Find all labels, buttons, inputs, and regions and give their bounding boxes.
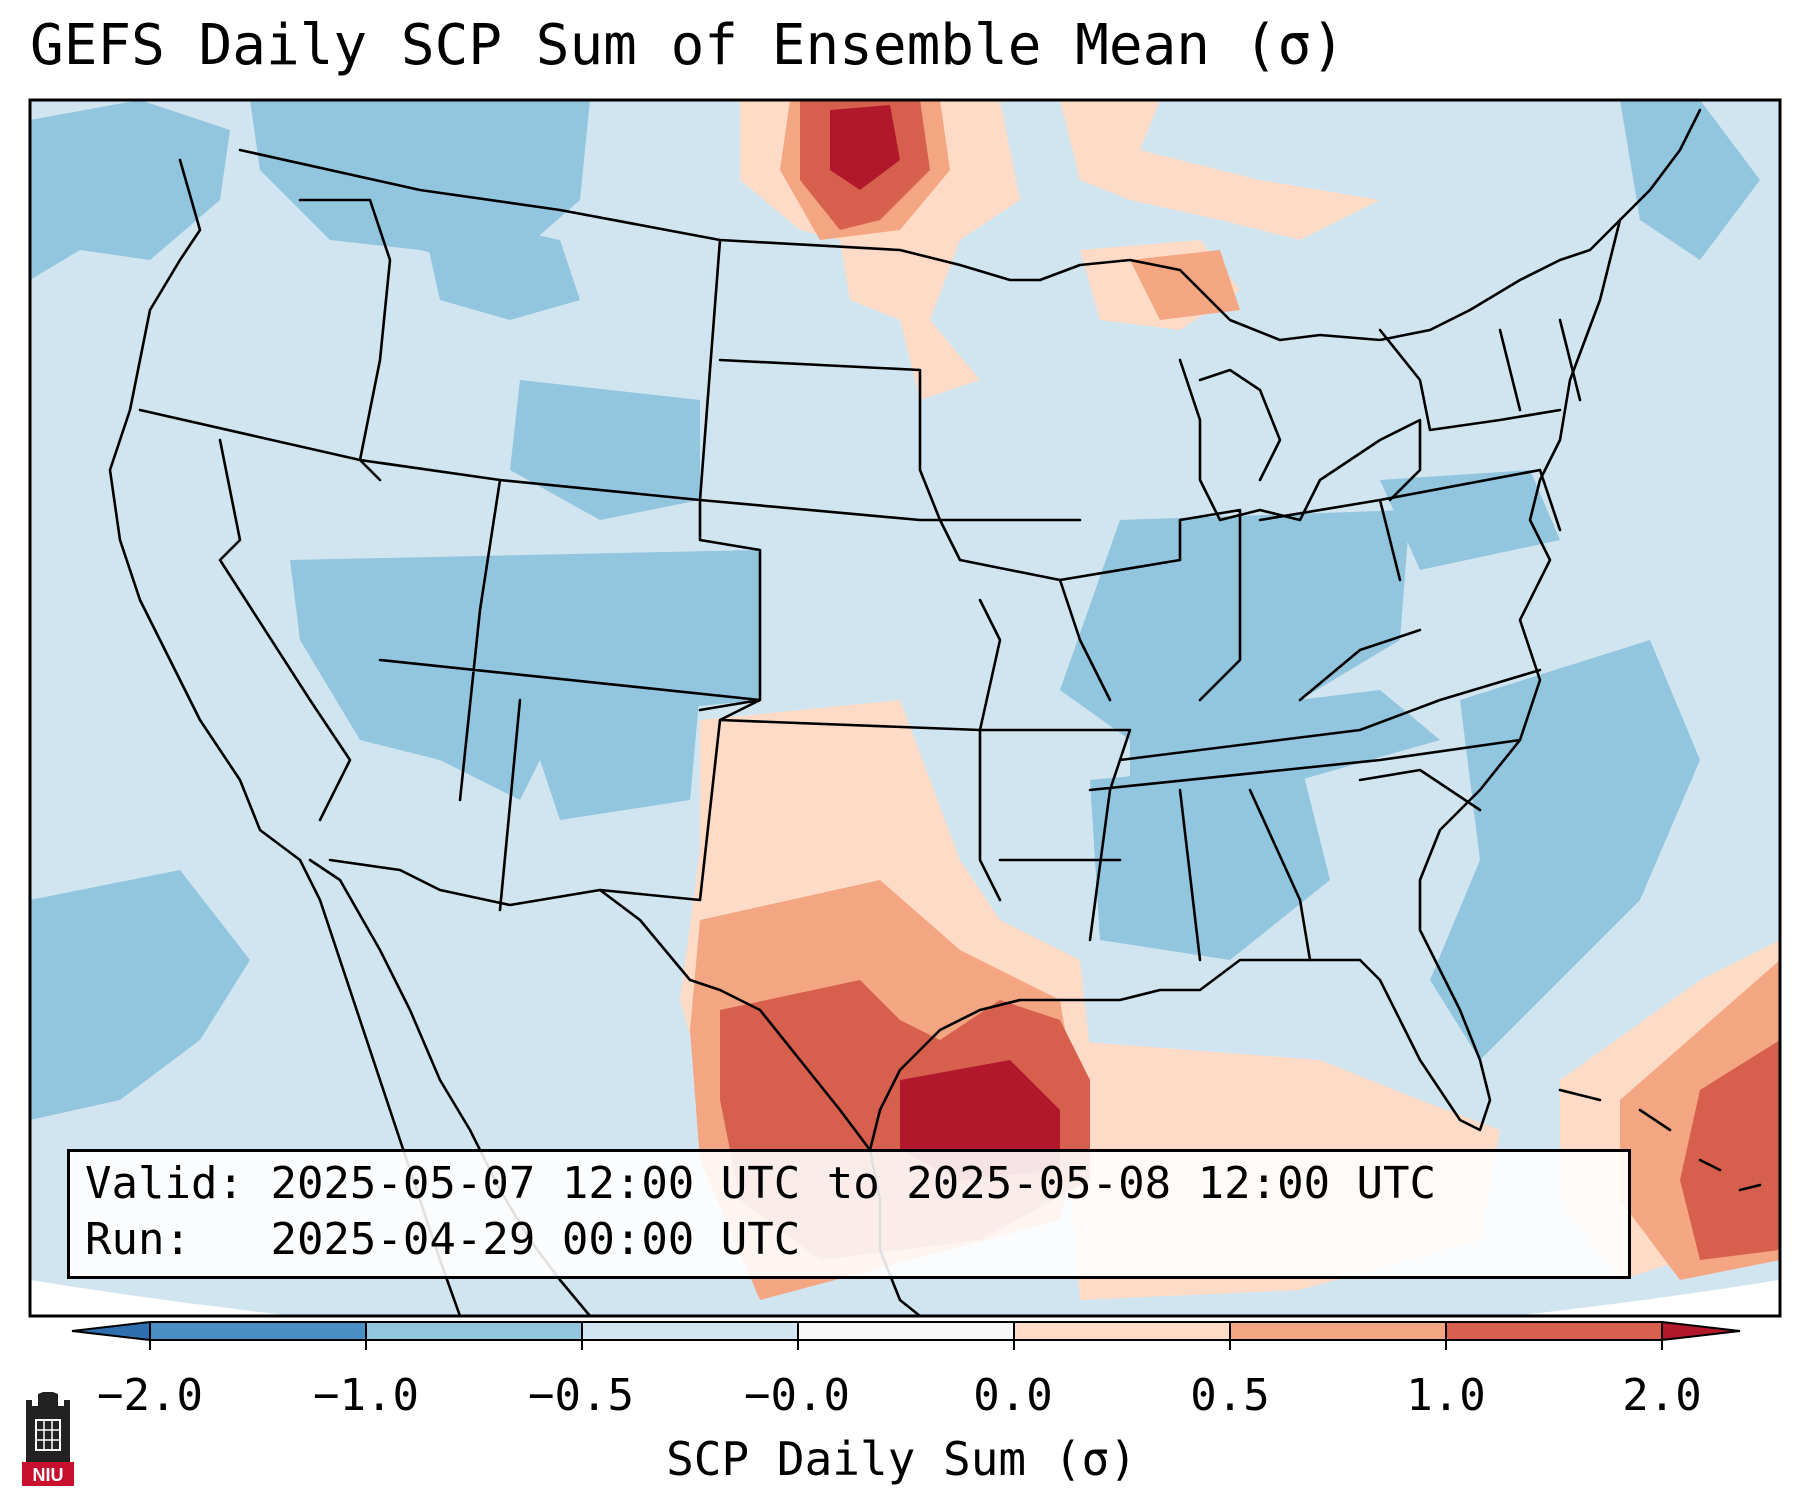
peach-region-ontario	[1060, 100, 1380, 240]
darkred-region-canada	[830, 105, 900, 190]
logo-grid-lines	[36, 1420, 60, 1450]
west-coastline	[108, 158, 462, 1316]
blue-region-montana	[420, 210, 580, 320]
logo-window-grid	[35, 1419, 61, 1451]
blue-region-north-atlantic	[1620, 100, 1760, 260]
map-frame	[28, 98, 1782, 1318]
colorbar-tick-label: 1.0	[1406, 1370, 1486, 1421]
map-title: GEFS Daily SCP Sum of Ensemble Mean (σ)	[30, 13, 1345, 78]
blue-region-atlantic	[1430, 640, 1700, 1060]
blue-region-northwest	[30, 100, 230, 280]
logo-castle-shape	[26, 1392, 70, 1462]
blue-region-wa-id	[250, 100, 590, 270]
us-mexico-border	[328, 858, 872, 1152]
state-lines	[138, 198, 1582, 962]
colorbar-tick-label: −0.0	[744, 1370, 850, 1421]
canada-border-east	[1038, 108, 1702, 342]
niu-logo: NIU	[22, 1392, 74, 1486]
canada-border-west	[238, 148, 1042, 282]
projection-edge	[30, 1280, 1780, 1316]
valid-run-box: Valid: 2025-05-07 12:00 UTC to 2025-05-0…	[67, 1149, 1631, 1279]
colorbar-tick-label: −1.0	[313, 1370, 419, 1421]
run-label: Run:	[85, 1214, 191, 1265]
logo-text: NIU	[33, 1465, 64, 1485]
colorbar-tick-label: 0.5	[1190, 1370, 1270, 1421]
colorbar-tick-label: 2.0	[1622, 1370, 1702, 1421]
run-value: 2025-04-29 00:00 UTC	[270, 1214, 801, 1265]
colorbar-tick-label: −2.0	[97, 1370, 203, 1421]
blue-region-pacific	[30, 870, 250, 1120]
great-lakes	[1178, 358, 1422, 522]
boundaries	[108, 108, 1762, 1316]
blue-region-southeast	[1090, 760, 1330, 960]
east-coastline	[1358, 218, 1622, 1132]
red-region-caribbean	[1680, 1040, 1780, 1260]
blue-region-new-mexico	[520, 690, 700, 820]
logo-red-banner	[22, 1462, 74, 1486]
colorbar-tick-label: 0.0	[973, 1370, 1053, 1421]
blue-region-pennsylvania	[1380, 470, 1560, 570]
caribbean-islands	[1558, 1088, 1762, 1192]
valid-label: Valid:	[85, 1158, 244, 1209]
colorbar-tick-label: −0.5	[528, 1370, 634, 1421]
colorbar-label: SCP Daily Sum (σ)	[666, 1432, 1137, 1486]
valid-value: 2025-05-07 12:00 UTC to 2025-05-08 12:00…	[270, 1158, 1437, 1209]
